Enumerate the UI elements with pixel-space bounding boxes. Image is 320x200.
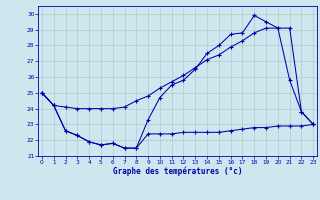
X-axis label: Graphe des températures (°c): Graphe des températures (°c) bbox=[113, 167, 242, 176]
